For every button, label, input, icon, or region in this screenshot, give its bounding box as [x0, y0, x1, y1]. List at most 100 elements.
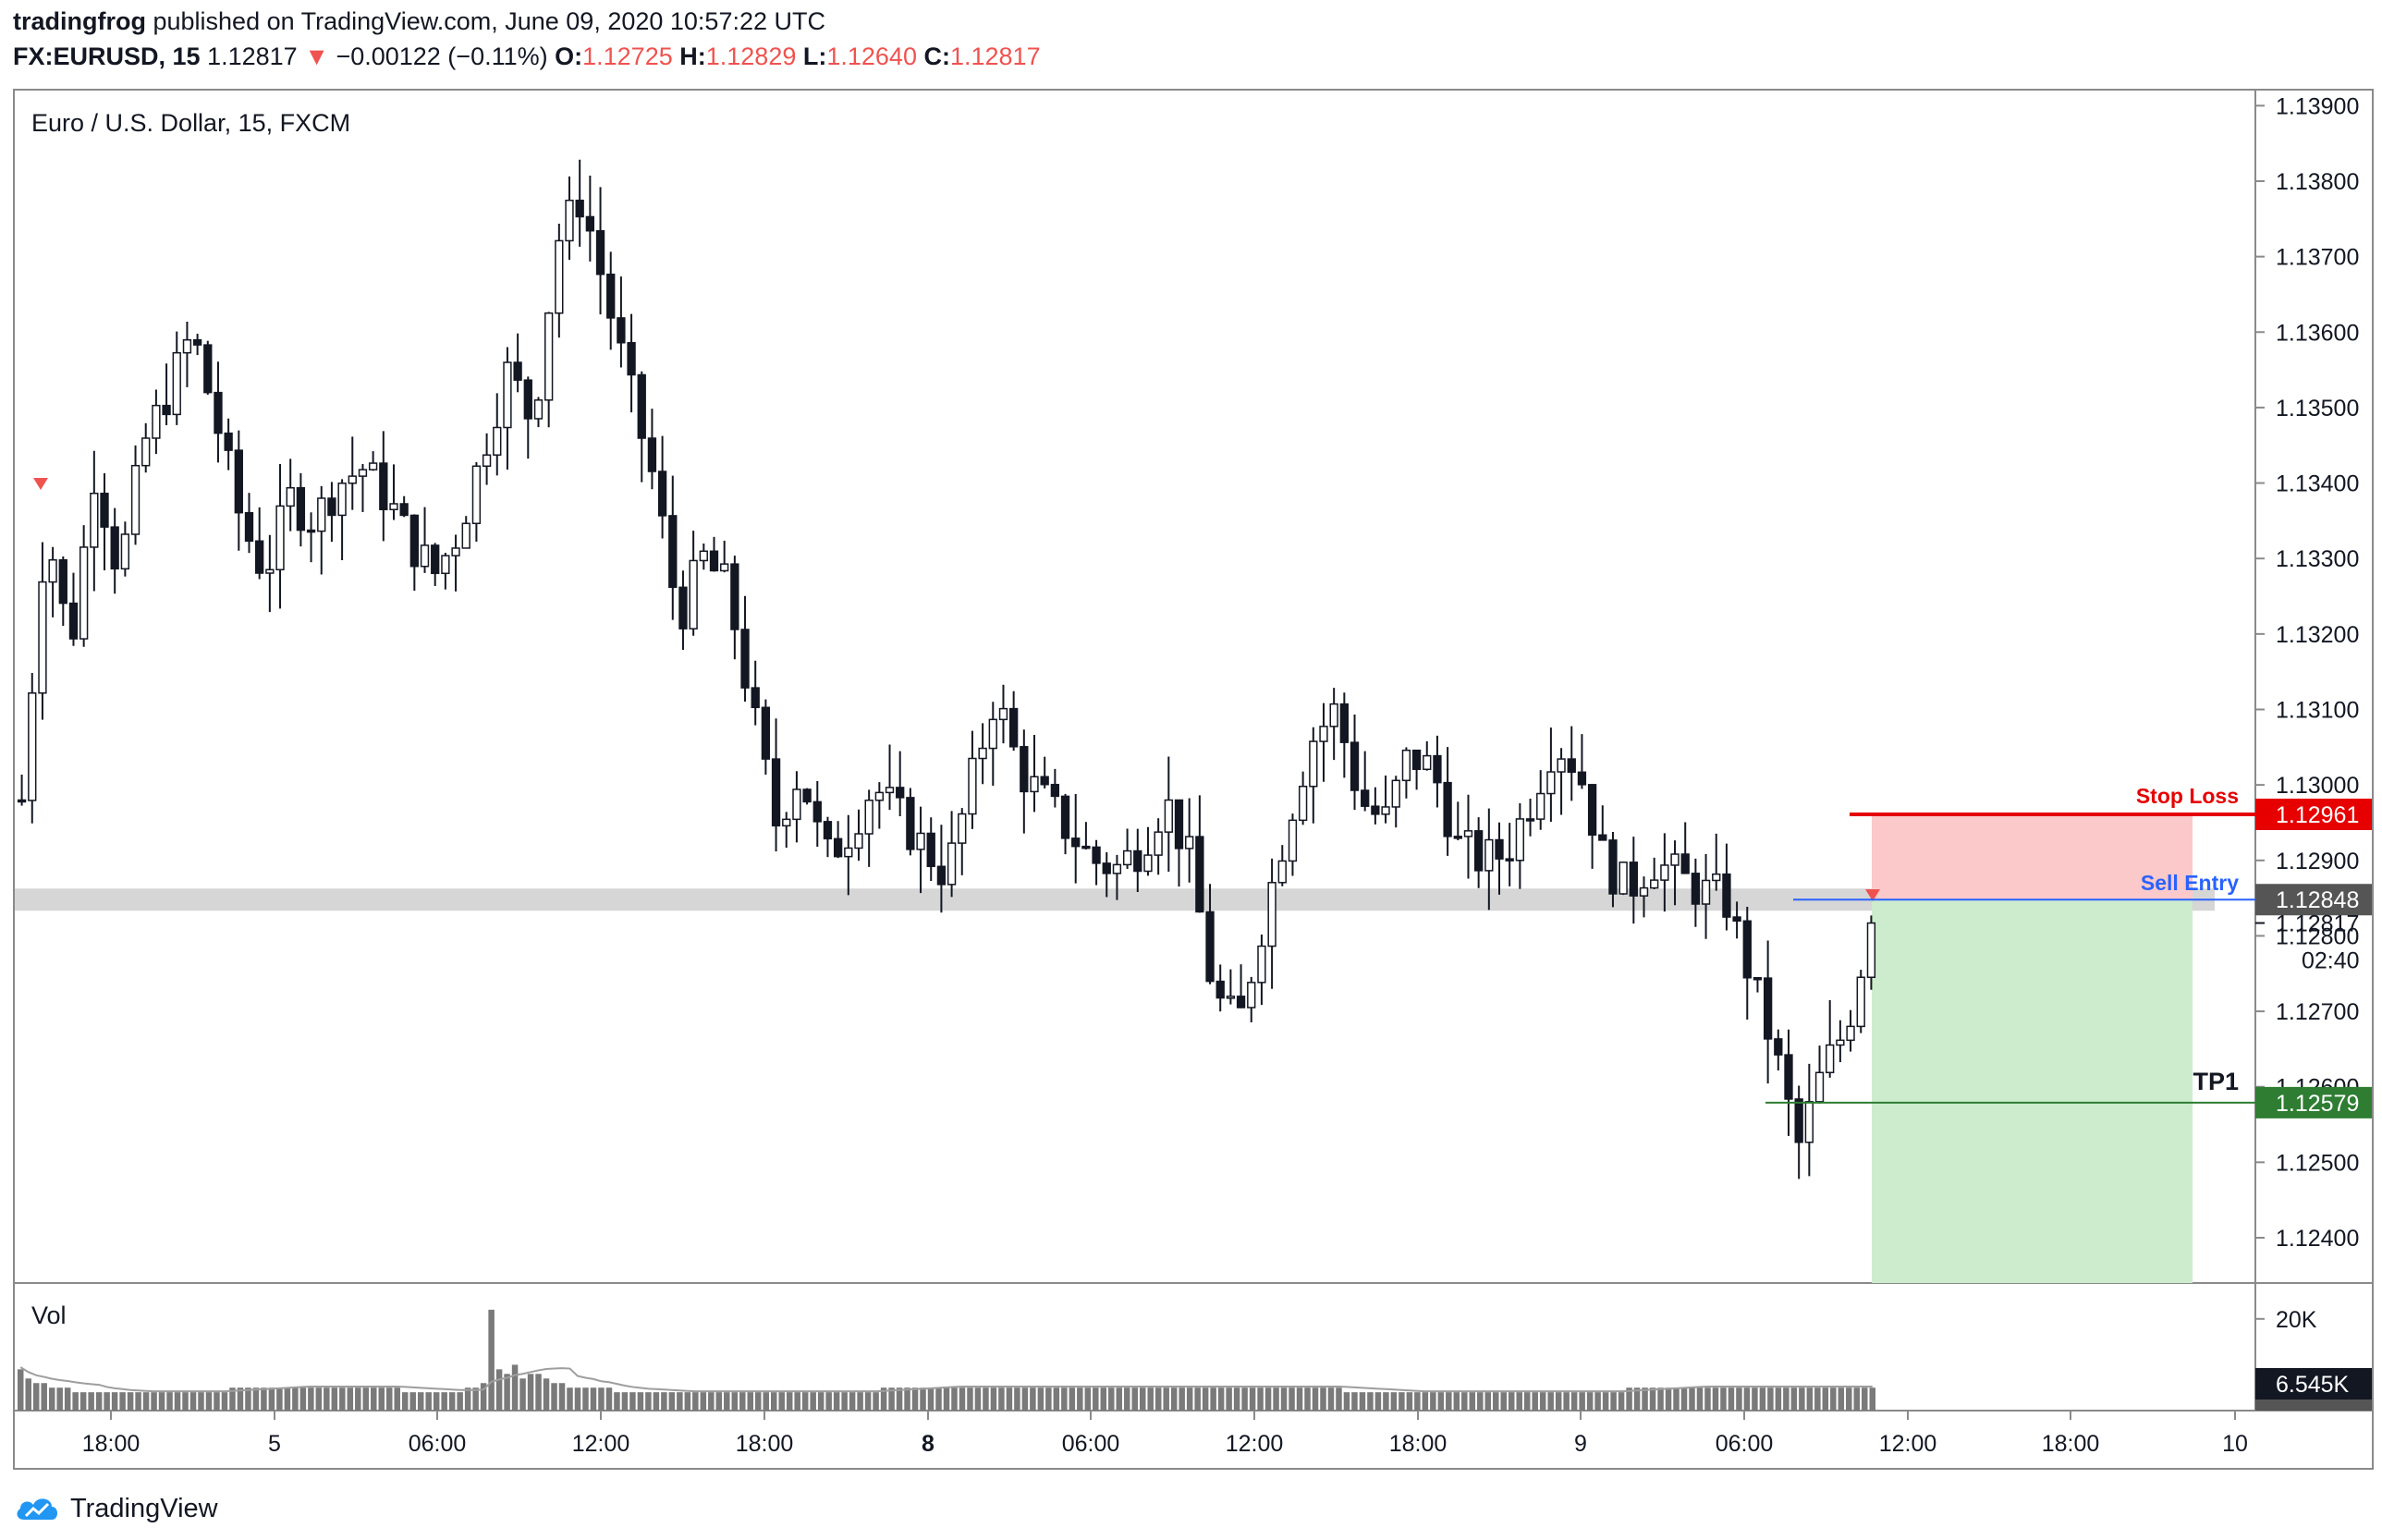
volume-bar [1539, 1392, 1546, 1411]
candle-body [595, 229, 605, 275]
candle-body [1339, 703, 1350, 743]
candle-body [1515, 818, 1525, 862]
candle-body [533, 399, 544, 420]
volume-bar [731, 1392, 739, 1411]
candle-body [565, 200, 574, 242]
candle-body [1112, 863, 1122, 874]
candle-body [1174, 799, 1184, 849]
candle-body [493, 426, 502, 456]
tradingview-logo[interactable]: TradingView [13, 1488, 218, 1529]
volume-bar [535, 1374, 542, 1411]
volume-bar [166, 1392, 173, 1411]
volume-bar [409, 1392, 416, 1411]
candle-body [751, 687, 760, 709]
last-price: 1.12817 [207, 43, 298, 70]
volume-bar [1862, 1387, 1868, 1411]
candle-body [265, 568, 275, 574]
volume-bar [182, 1392, 189, 1411]
candle-body [720, 563, 729, 572]
candle-body [1226, 996, 1236, 999]
y-tick-label: 1.12900 [2276, 849, 2359, 874]
volume-bar [252, 1387, 260, 1411]
volume-bar [488, 1309, 495, 1411]
candle-body [947, 842, 957, 886]
volume-bar [1194, 1387, 1201, 1411]
volume-bar [551, 1383, 557, 1411]
volume-bar [1790, 1387, 1798, 1411]
volume-bar [614, 1392, 620, 1411]
volume-bar [292, 1387, 299, 1411]
candle-body [1205, 911, 1215, 983]
volume-bar [1336, 1387, 1342, 1411]
tp1-price-badge-text: 1.12579 [2276, 1091, 2359, 1117]
volume-bar [1021, 1387, 1029, 1411]
volume-bar [527, 1374, 534, 1411]
volume-bar [276, 1387, 283, 1411]
volume-bar [1532, 1392, 1538, 1411]
candle-body [255, 540, 264, 574]
stop-loss-zone [1872, 813, 2193, 900]
volume-bar [1477, 1392, 1484, 1411]
candle-body [58, 558, 67, 605]
volume-bar [770, 1392, 777, 1411]
y-tick-label: 1.12500 [2276, 1150, 2359, 1176]
candle-body [1701, 879, 1711, 905]
volume-bar [1555, 1392, 1562, 1411]
candle-body [782, 818, 791, 827]
volume-bar [967, 1387, 973, 1411]
candle-body [1650, 879, 1659, 889]
volume-bar [1696, 1387, 1704, 1411]
volume-bar [104, 1392, 110, 1411]
volume-label: Vol [31, 1302, 67, 1329]
volume-bar [504, 1374, 510, 1411]
volume-bar [1720, 1387, 1727, 1411]
volume-bar [1163, 1387, 1169, 1411]
volume-bar [724, 1392, 730, 1411]
candle-body [1277, 860, 1287, 884]
x-tick-label: 18:00 [736, 1431, 794, 1457]
y-tick-label: 1.12800 [2276, 923, 2359, 949]
candle-body [1557, 758, 1566, 773]
volume-bar [1743, 1387, 1751, 1411]
volume-bar [1783, 1387, 1790, 1411]
volume-bar [198, 1392, 204, 1411]
volume-bar [786, 1392, 793, 1411]
volume-bar [1853, 1387, 1861, 1411]
candle-body [1071, 837, 1081, 848]
volume-bar [857, 1392, 863, 1411]
candle-body [68, 602, 79, 640]
candle-body [1866, 922, 1876, 978]
candle-body [110, 526, 119, 570]
volume-current-text: 6.545K [2276, 1372, 2350, 1398]
candle-body [833, 837, 843, 858]
candle-body [244, 511, 254, 543]
volume-bar [88, 1392, 94, 1411]
candle-body [1267, 882, 1277, 947]
candle-body [306, 529, 316, 533]
tradingview-logo-text: TradingView [70, 1493, 218, 1523]
volume-bar [1280, 1387, 1288, 1411]
current-price-label: 1.12817 [2276, 911, 2359, 937]
candle-body [844, 847, 853, 858]
candle-body [162, 404, 171, 416]
volume-bar [1084, 1387, 1092, 1411]
candle-body [1257, 945, 1266, 984]
volume-bar [567, 1387, 573, 1411]
candle-body [1423, 754, 1432, 771]
author-name[interactable]: tradingfrog [13, 7, 146, 35]
candle-body [1567, 758, 1576, 774]
volume-bar [324, 1387, 330, 1411]
volume-bar [1045, 1387, 1052, 1411]
candle-body [141, 437, 151, 467]
candle-body [1742, 920, 1752, 979]
candle-body [792, 788, 801, 821]
volume-bar [1838, 1387, 1845, 1411]
candle-body [1712, 873, 1721, 882]
volume-bar [951, 1387, 958, 1411]
candle-body [1670, 853, 1680, 866]
volume-bar [425, 1392, 432, 1411]
candle-body [1546, 771, 1556, 795]
volume-bar [18, 1369, 24, 1411]
symbol-info: FX:EURUSD, 15 1.12817 ▼ −0.00122 (−0.11%… [13, 43, 1041, 71]
